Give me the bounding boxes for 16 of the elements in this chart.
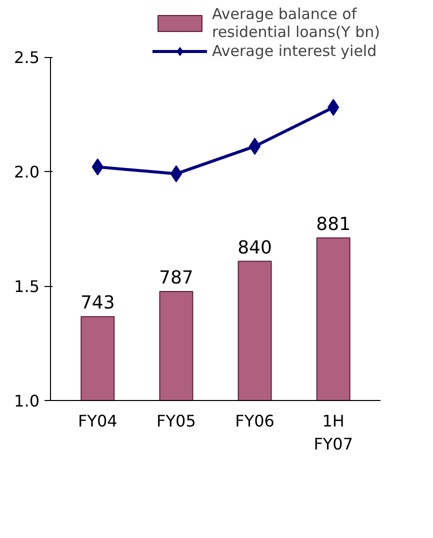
legend-label: Average balance of residential loans(Y bn) [212, 5, 380, 41]
legend-label: Average interest yield [212, 42, 377, 60]
x-tick-label: FY04 [78, 412, 118, 430]
point [248, 138, 261, 155]
y-tick-label: 2.0 [14, 162, 40, 182]
x-tick-label: FY05 [156, 412, 196, 430]
y-tick-label: 1.0 [14, 392, 40, 410]
y-tick-label: 2.5 [14, 48, 40, 68]
x-tick-label: FY06 [235, 412, 274, 430]
data-label: 743 [80, 292, 115, 314]
data-label: 881 [316, 214, 351, 235]
point [170, 165, 182, 182]
x-tick-label: 1H FY07 [314, 412, 354, 454]
y-tick-label: 1.5 [14, 277, 40, 296]
data-label: 840 [238, 237, 272, 258]
data-label: 787 [159, 268, 194, 289]
